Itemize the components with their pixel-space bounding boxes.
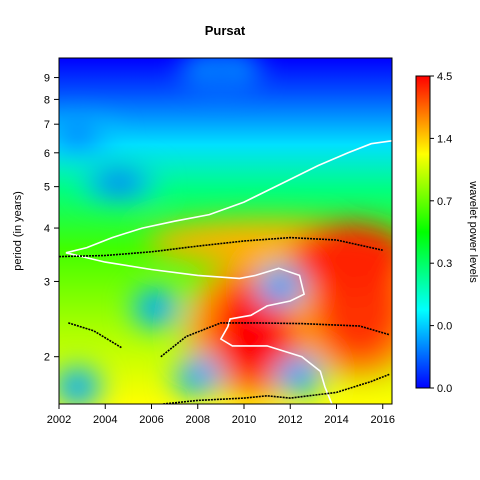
x-tick-label: 2002 [47, 414, 71, 426]
plot-area [59, 58, 392, 404]
power-feature-low [66, 376, 89, 397]
x-tick-label: 2004 [93, 414, 117, 426]
y-axis: 2 3 4 5 6 7 8 9 [44, 73, 59, 364]
power-feature-low [288, 366, 311, 387]
plot-frame [58, 57, 393, 405]
chart-title: Pursat [205, 23, 246, 38]
y-tick-label: 7 [44, 119, 50, 131]
ridge-line [59, 236, 383, 258]
x-tick-label: 2012 [278, 414, 302, 426]
colorbar: 0.0 0.0 0.3 0.7 1.4 4.5 wavelet power levels [415, 71, 479, 395]
power-feature-low [95, 173, 144, 192]
power-feature-low [186, 366, 209, 387]
colorbar-tick-label: 0.0 [437, 383, 452, 395]
colorbar-tick-label: 0.7 [437, 196, 452, 208]
power-feature-low [270, 275, 292, 296]
y-tick-label: 4 [44, 223, 50, 235]
x-axis: 2002 2004 2006 2008 2010 2012 2014 2016 [47, 404, 395, 426]
colorbar-tick-label: 4.5 [437, 71, 452, 83]
colorbar-tick-label: 0.0 [437, 321, 452, 333]
significance-contours [65, 140, 392, 404]
y-tick-label: 8 [44, 94, 50, 106]
ridge-lines [59, 236, 390, 404]
y-tick-label: 3 [44, 276, 50, 288]
power-feature-low [145, 298, 168, 319]
power-band-hot [290, 223, 392, 294]
colorbar-tick-label: 1.4 [437, 133, 452, 145]
x-tick-label: 2010 [232, 414, 256, 426]
colorbar-ticks: 0.0 0.0 0.3 0.7 1.4 4.5 [430, 71, 452, 395]
colorbar-title: wavelet power levels [467, 180, 479, 283]
significance-contour [65, 140, 392, 254]
y-tick-label: 9 [44, 73, 50, 85]
y-tick-label: 5 [44, 182, 50, 194]
significance-contour [65, 252, 333, 404]
y-tick-label: 6 [44, 148, 50, 160]
colorbar-tick-label: 0.3 [437, 258, 452, 270]
power-feature-low [59, 126, 102, 145]
y-tick-label: 2 [44, 352, 50, 364]
x-tick-label: 2016 [371, 414, 395, 426]
y-axis-title: period (in years) [12, 191, 24, 270]
colorbar-fill [415, 75, 431, 389]
power-feature-low [196, 60, 245, 79]
ridge-line [163, 373, 390, 404]
x-tick-label: 2006 [139, 414, 163, 426]
ridge-line [160, 322, 390, 358]
x-tick-label: 2014 [324, 414, 348, 426]
ridge-line [68, 322, 122, 349]
x-tick-label: 2008 [186, 414, 210, 426]
